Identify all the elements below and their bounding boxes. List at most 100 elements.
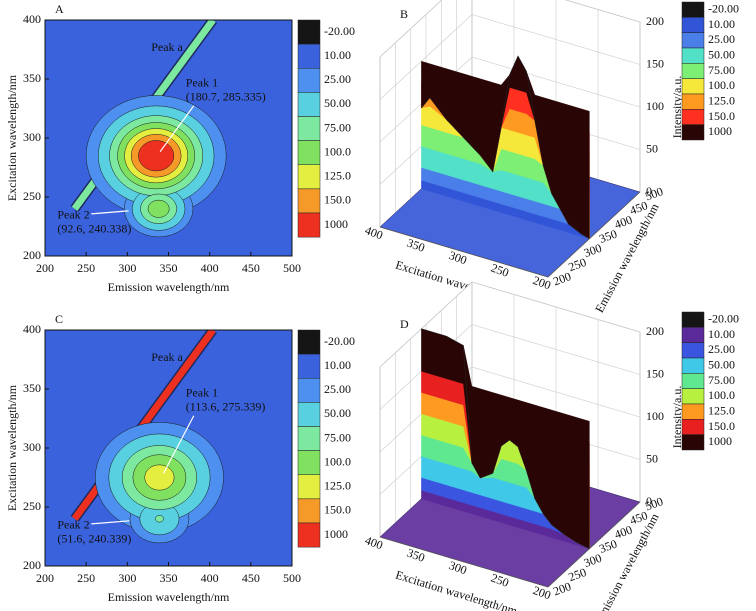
colorbar-swatch (297, 474, 321, 500)
y-tick-label: 350 (597, 537, 619, 556)
annotation-arrow (159, 105, 195, 153)
colorbar-swatch (297, 164, 321, 190)
colorbar-swatch (681, 63, 705, 79)
colorbar-label: 50.00 (708, 357, 735, 371)
y-tick-label: 300 (23, 440, 41, 454)
colorbar-swatch (297, 19, 321, 45)
x-tick-label: 350 (405, 546, 427, 565)
annotation: Peak a (151, 40, 183, 54)
colorbar-swatch (297, 43, 321, 69)
colorbar-label: 25.00 (708, 342, 735, 356)
colorbar-swatch (681, 124, 705, 141)
colorbar-label: 50.00 (324, 406, 351, 420)
colorbar-label: 75.00 (324, 120, 351, 134)
z-axis-label: Intensity/a.u. (670, 76, 684, 139)
panel-label: A (55, 2, 64, 16)
colorbar-label: 150.0 (324, 193, 351, 207)
y-tick-label: 400 (23, 322, 41, 336)
panel-label: C (55, 312, 63, 326)
x-tick-label: 250 (489, 571, 511, 590)
x-tick-label: 300 (447, 248, 469, 267)
y-tick-label: 300 (23, 130, 41, 144)
colorbar-swatch (681, 403, 705, 420)
axis-line (379, 191, 641, 278)
panel-label: D (400, 317, 409, 331)
x-tick-label: 400 (201, 261, 219, 275)
colorbar-label: 1000 (708, 124, 732, 138)
x-tick-label: 350 (160, 261, 178, 275)
colorbar-label: 150.0 (708, 419, 735, 433)
x-tick-label: 200 (36, 571, 54, 585)
contour-band (147, 199, 170, 218)
x-tick-label: 400 (363, 533, 385, 552)
x-tick-label: 400 (363, 223, 385, 242)
surface-profile (421, 55, 590, 240)
x-tick-label: 300 (118, 571, 136, 585)
annotation: Peak 1 (186, 75, 218, 89)
surface-profile (421, 328, 590, 550)
colorbar-label: 10.00 (324, 48, 351, 62)
x-tick-label: 350 (160, 571, 178, 585)
x-tick-label: 200 (531, 583, 553, 602)
y-axis-label: Excitation wavelength/nm (5, 74, 19, 201)
z-tick-label: 0 (646, 494, 652, 508)
colorbar-label: 75.00 (708, 373, 735, 387)
colorbar-label: 1000 (324, 527, 348, 541)
y-tick-label: 450 (628, 198, 650, 217)
z-tick-label: 150 (646, 366, 664, 380)
colorbar-swatch (681, 357, 705, 374)
colorbar-swatch (297, 92, 321, 117)
colorbar-swatch (681, 47, 705, 64)
annotation: (92.6, 240.338) (57, 222, 131, 236)
colorbar-label: 125.0 (324, 169, 351, 183)
x-tick-label: 500 (283, 261, 301, 275)
colorbar-label: -20.00 (708, 311, 739, 325)
z-axis-label: Intensity/a.u. (670, 386, 684, 449)
colorbar-label: -20.00 (324, 334, 355, 348)
colorbar-label: 50.00 (708, 47, 735, 61)
colorbar-label: 150.0 (708, 109, 735, 123)
z-tick-label: 100 (646, 99, 664, 113)
z-tick-label: 0 (646, 184, 652, 198)
colorbar-swatch (681, 32, 705, 49)
colorbar-label: 25.00 (324, 382, 351, 396)
colorbar-label: 10.00 (708, 327, 735, 341)
colorbar-swatch (297, 140, 321, 165)
contour-band (144, 464, 175, 491)
x-tick-label: 500 (283, 571, 301, 585)
y-tick-label: 500 (643, 494, 665, 513)
colorbar-label: 10.00 (708, 17, 735, 31)
colorbar-swatch (297, 353, 321, 379)
x-tick-label: 250 (77, 261, 95, 275)
colorbar-label: 125.0 (708, 403, 735, 417)
colorbar-label: 125.0 (708, 93, 735, 107)
colorbar-label: 10.00 (324, 358, 351, 372)
colorbar-label: -20.00 (708, 1, 739, 15)
colorbar-swatch (681, 1, 705, 18)
panel-label: B (400, 7, 408, 21)
colorbar-swatch (681, 388, 705, 405)
colorbar-swatch (681, 434, 705, 451)
colorbar-swatch (297, 329, 321, 355)
colorbar-swatch (297, 450, 321, 475)
annotation: Peak 2 (57, 518, 89, 532)
colorbar-swatch (681, 373, 705, 389)
x-tick-label: 300 (447, 558, 469, 577)
annotation-arrow (91, 210, 129, 215)
annotation: (180.7, 285.335) (186, 89, 266, 103)
colorbar-swatch (681, 78, 705, 95)
colorbar-swatch (297, 498, 321, 524)
z-tick-label: 200 (646, 324, 664, 338)
colorbar-swatch (681, 109, 705, 125)
colorbar-label: 75.00 (708, 63, 735, 77)
contour-band (138, 140, 175, 172)
colorbar-label: 150.0 (324, 503, 351, 517)
y-tick-label: 450 (628, 508, 650, 527)
colorbar-label: 1000 (324, 217, 348, 231)
colorbar-swatch (297, 116, 321, 141)
colorbar-swatch (297, 188, 321, 214)
colorbar-label: 25.00 (324, 72, 351, 86)
axis-line (379, 501, 641, 588)
colorbar-label: 100.0 (324, 144, 351, 158)
plot-area (45, 330, 292, 566)
